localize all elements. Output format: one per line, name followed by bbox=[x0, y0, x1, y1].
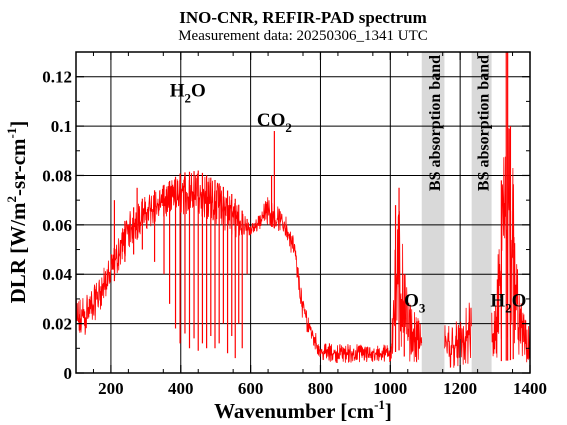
annotation-h2o-right-tail: O bbox=[512, 290, 527, 311]
y-axis-label-sup: 2 bbox=[4, 196, 19, 203]
x-axis-label-sup: -1 bbox=[374, 397, 385, 412]
y-tick-label-6: 0.12 bbox=[42, 68, 72, 87]
y-tick-label-4: 0.08 bbox=[42, 166, 72, 185]
y-axis-label-tail: ] bbox=[6, 121, 30, 128]
y-axis-label-part2: -sr-cm bbox=[6, 138, 30, 196]
annotation-h2o-left-main: H bbox=[170, 80, 185, 101]
chart-subtitle: Measurement data: 20250306_1341 UTC bbox=[178, 28, 428, 44]
x-tick-label-5: 1200 bbox=[443, 379, 477, 398]
absorption-band-1 bbox=[421, 52, 445, 373]
y-tick-labels: 0 0.02 0.04 0.06 0.08 0.1 0.12 bbox=[42, 68, 72, 383]
annotation-co2: CO2 bbox=[257, 110, 292, 135]
tick-layer bbox=[76, 52, 531, 374]
x-axis-label-main: Wavenumber [cm bbox=[214, 399, 375, 423]
annotation-o3: O3 bbox=[404, 290, 426, 315]
y-tick-label-0: 0 bbox=[64, 364, 73, 383]
x-tick-label-0: 200 bbox=[98, 379, 124, 398]
y-tick-label-1: 0.02 bbox=[42, 315, 72, 334]
absorption-band-2 bbox=[471, 52, 492, 373]
spectrum-line bbox=[75, 128, 531, 369]
y-axis-label-sup2: -1 bbox=[4, 128, 19, 139]
y-axis-label-part1: DLR [W/m bbox=[6, 202, 30, 303]
x-tick-label-3: 800 bbox=[308, 379, 334, 398]
x-tick-labels: 200 400 600 800 1000 1200 1400 bbox=[98, 379, 547, 398]
x-tick-label-6: 1400 bbox=[513, 379, 547, 398]
x-tick-label-1: 400 bbox=[168, 379, 194, 398]
x-axis-label-tail: ] bbox=[385, 399, 392, 423]
band-label-2: BS absorption band bbox=[476, 55, 493, 191]
x-axis-label: Wavenumber [cm-1] bbox=[214, 397, 392, 423]
x-tick-label-2: 600 bbox=[238, 379, 264, 398]
y-tick-label-3: 0.06 bbox=[42, 216, 72, 235]
y-axis-label: DLR [W/m2-sr-cm-1] bbox=[4, 121, 30, 304]
annotation-co2-main: CO bbox=[257, 110, 286, 131]
chart-title: INO-CNR, REFIR-PAD spectrum bbox=[179, 8, 427, 27]
annotation-h2o-left-sub: 2 bbox=[185, 90, 192, 105]
y-tick-label-5: 0.1 bbox=[51, 117, 72, 136]
annotation-h2o-left: H2O bbox=[170, 80, 206, 105]
annotation-co2-sub: 2 bbox=[285, 120, 292, 135]
band-layer: BS absorption band BS absorption band bbox=[421, 52, 493, 373]
spectrum-layer bbox=[75, 52, 531, 369]
annotation-h2o-right-main: H bbox=[490, 290, 505, 311]
annotation-h2o-right-sub: 2 bbox=[505, 300, 512, 315]
annotation-h2o-left-tail: O bbox=[191, 80, 206, 101]
grid-layer bbox=[76, 52, 530, 373]
x-tick-label-4: 1000 bbox=[373, 379, 407, 398]
annotation-h2o-right: H2O bbox=[490, 290, 526, 315]
y-tick-label-2: 0.04 bbox=[42, 265, 72, 284]
band-label-1: BS absorption band bbox=[427, 55, 444, 191]
annotation-o3-main: O bbox=[404, 290, 419, 311]
annotation-o3-sub: 3 bbox=[419, 300, 426, 315]
